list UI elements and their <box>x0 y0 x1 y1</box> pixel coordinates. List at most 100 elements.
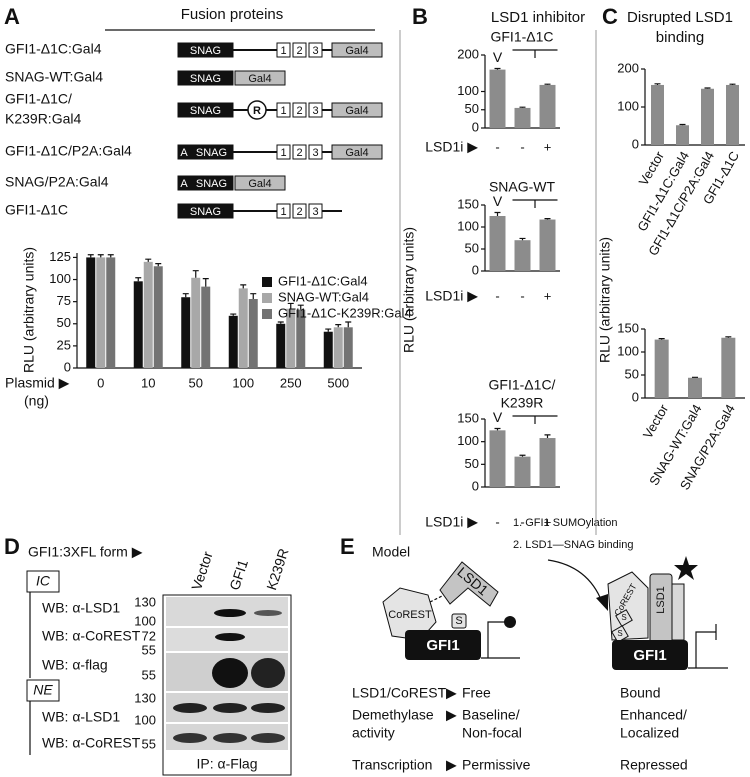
y-tick-label: 0 <box>472 262 479 277</box>
bar <box>514 240 531 271</box>
legend-label: GFI1-Δ1C-K239R:Gal4 <box>278 305 412 320</box>
bar <box>191 277 201 368</box>
domain-box <box>292 102 307 118</box>
bracket <box>512 49 558 58</box>
domain-label: SNAG <box>190 206 221 218</box>
x-tick-label: 500 <box>327 375 349 390</box>
y-axis-label: RLU (arbitrary units) <box>401 227 417 353</box>
y-tick-label: 100 <box>617 343 639 358</box>
sumo-label: S <box>621 613 626 622</box>
row-label: WB: α-LSD1 <box>42 709 120 725</box>
band <box>251 733 285 743</box>
y-tick-label: 75 <box>57 293 71 308</box>
row-label: WB: α-CoREST <box>42 735 141 751</box>
lsd1-shape <box>439 561 499 607</box>
construct-label: GFI1-Δ1C/ <box>5 91 72 107</box>
error-bar <box>107 254 114 258</box>
domain-label: 3 <box>312 45 318 57</box>
y-tick-label: 50 <box>465 456 479 471</box>
corest-shape <box>382 587 437 641</box>
error-bar <box>519 454 526 457</box>
domain-box <box>177 102 234 118</box>
domain-label: 1 <box>280 45 286 57</box>
lane-label: GFI1 <box>226 557 251 592</box>
y-tick-label: 100 <box>457 218 479 233</box>
error-bar <box>325 328 332 332</box>
lsd1-label: LSD1 <box>655 586 667 614</box>
y-tick-label: 0 <box>472 119 479 134</box>
domain-label: SNAG <box>196 178 227 190</box>
x-tick-label: 0 <box>97 375 104 390</box>
group-label: NE <box>33 682 53 698</box>
error-bar <box>202 278 209 287</box>
sumo-label: S <box>617 629 622 638</box>
construct-label: GFI1-Δ1C/P2A:Gal4 <box>5 143 132 159</box>
x-tick-label: - <box>520 288 524 303</box>
x-axis-label: Plasmid ▶ <box>5 375 70 391</box>
table-bound: Localized <box>620 725 679 741</box>
panel-title: binding <box>656 29 704 46</box>
construct-label: GFI1-Δ1C:Gal4 <box>5 41 102 57</box>
bar <box>323 331 333 368</box>
mw-marker: 55 <box>142 642 156 657</box>
x-tick-label: - <box>495 288 499 303</box>
group-box <box>26 570 60 593</box>
legend-label: SNAG-WT:Gal4 <box>278 289 369 304</box>
y-tick-label: 50 <box>465 240 479 255</box>
bar <box>96 257 106 368</box>
domain-box <box>276 144 291 160</box>
domain-label: 3 <box>312 206 318 218</box>
panel-letter: C <box>602 4 618 29</box>
band <box>251 703 285 713</box>
arrowhead <box>596 594 608 611</box>
band <box>214 609 246 617</box>
domain-label: SNAG <box>190 45 221 57</box>
band <box>213 733 247 743</box>
domain-box <box>177 144 191 160</box>
x-axis-label: LSD1i ▶ <box>425 139 478 155</box>
y-tick-label: 0 <box>64 359 71 374</box>
panel-letter: D <box>4 534 20 559</box>
domain-label: 2 <box>296 45 302 57</box>
error-bar <box>519 237 526 241</box>
panel-d: D GFI1:3XFL form ▶ Vector GFI1 K239R IC … <box>4 534 292 776</box>
y-tick-label: 0 <box>472 478 479 493</box>
domain-label: SNAG <box>196 147 227 159</box>
domain-box <box>276 102 291 118</box>
gene <box>688 624 728 669</box>
y-tick-label: 150 <box>617 320 639 335</box>
table-label: LSD1/CoREST <box>352 685 447 701</box>
construct-label: K239R:Gal4 <box>5 111 81 127</box>
domain-label: A <box>180 178 188 190</box>
bar-annotation: V <box>493 49 503 65</box>
bar <box>514 456 531 487</box>
corest-shape <box>607 571 649 641</box>
bar <box>201 286 211 368</box>
bar <box>489 69 506 128</box>
domain-box <box>177 203 234 219</box>
y-tick-label: 200 <box>457 46 479 61</box>
domain-box <box>234 70 286 86</box>
panel-title: LSD1 inhibitor <box>491 9 585 26</box>
panel-letter: E <box>340 534 355 559</box>
mw-marker: 130 <box>134 594 156 609</box>
x-axis-label: LSD1i ▶ <box>425 514 478 530</box>
ip-label: IP: α-Flag <box>197 756 258 772</box>
band <box>215 633 245 641</box>
table-free: Baseline/ <box>462 707 520 723</box>
lsd1-arm <box>671 583 685 641</box>
table-bound: Bound <box>620 685 660 701</box>
bar <box>133 281 143 368</box>
mw-marker: 55 <box>142 667 156 682</box>
error-bar <box>544 434 551 439</box>
x-tick-label: 50 <box>189 375 203 390</box>
mw-marker: 130 <box>134 690 156 705</box>
domain-label: 2 <box>296 147 302 159</box>
legend-swatch <box>262 293 272 303</box>
row-label: WB: α-CoREST <box>42 628 141 644</box>
y-tick-label: 150 <box>457 410 479 425</box>
x-tick-label: Vector <box>640 401 672 441</box>
legend-label: GFI1-Δ1C:Gal4 <box>278 273 368 288</box>
band <box>212 658 248 688</box>
domain-box <box>292 144 307 160</box>
